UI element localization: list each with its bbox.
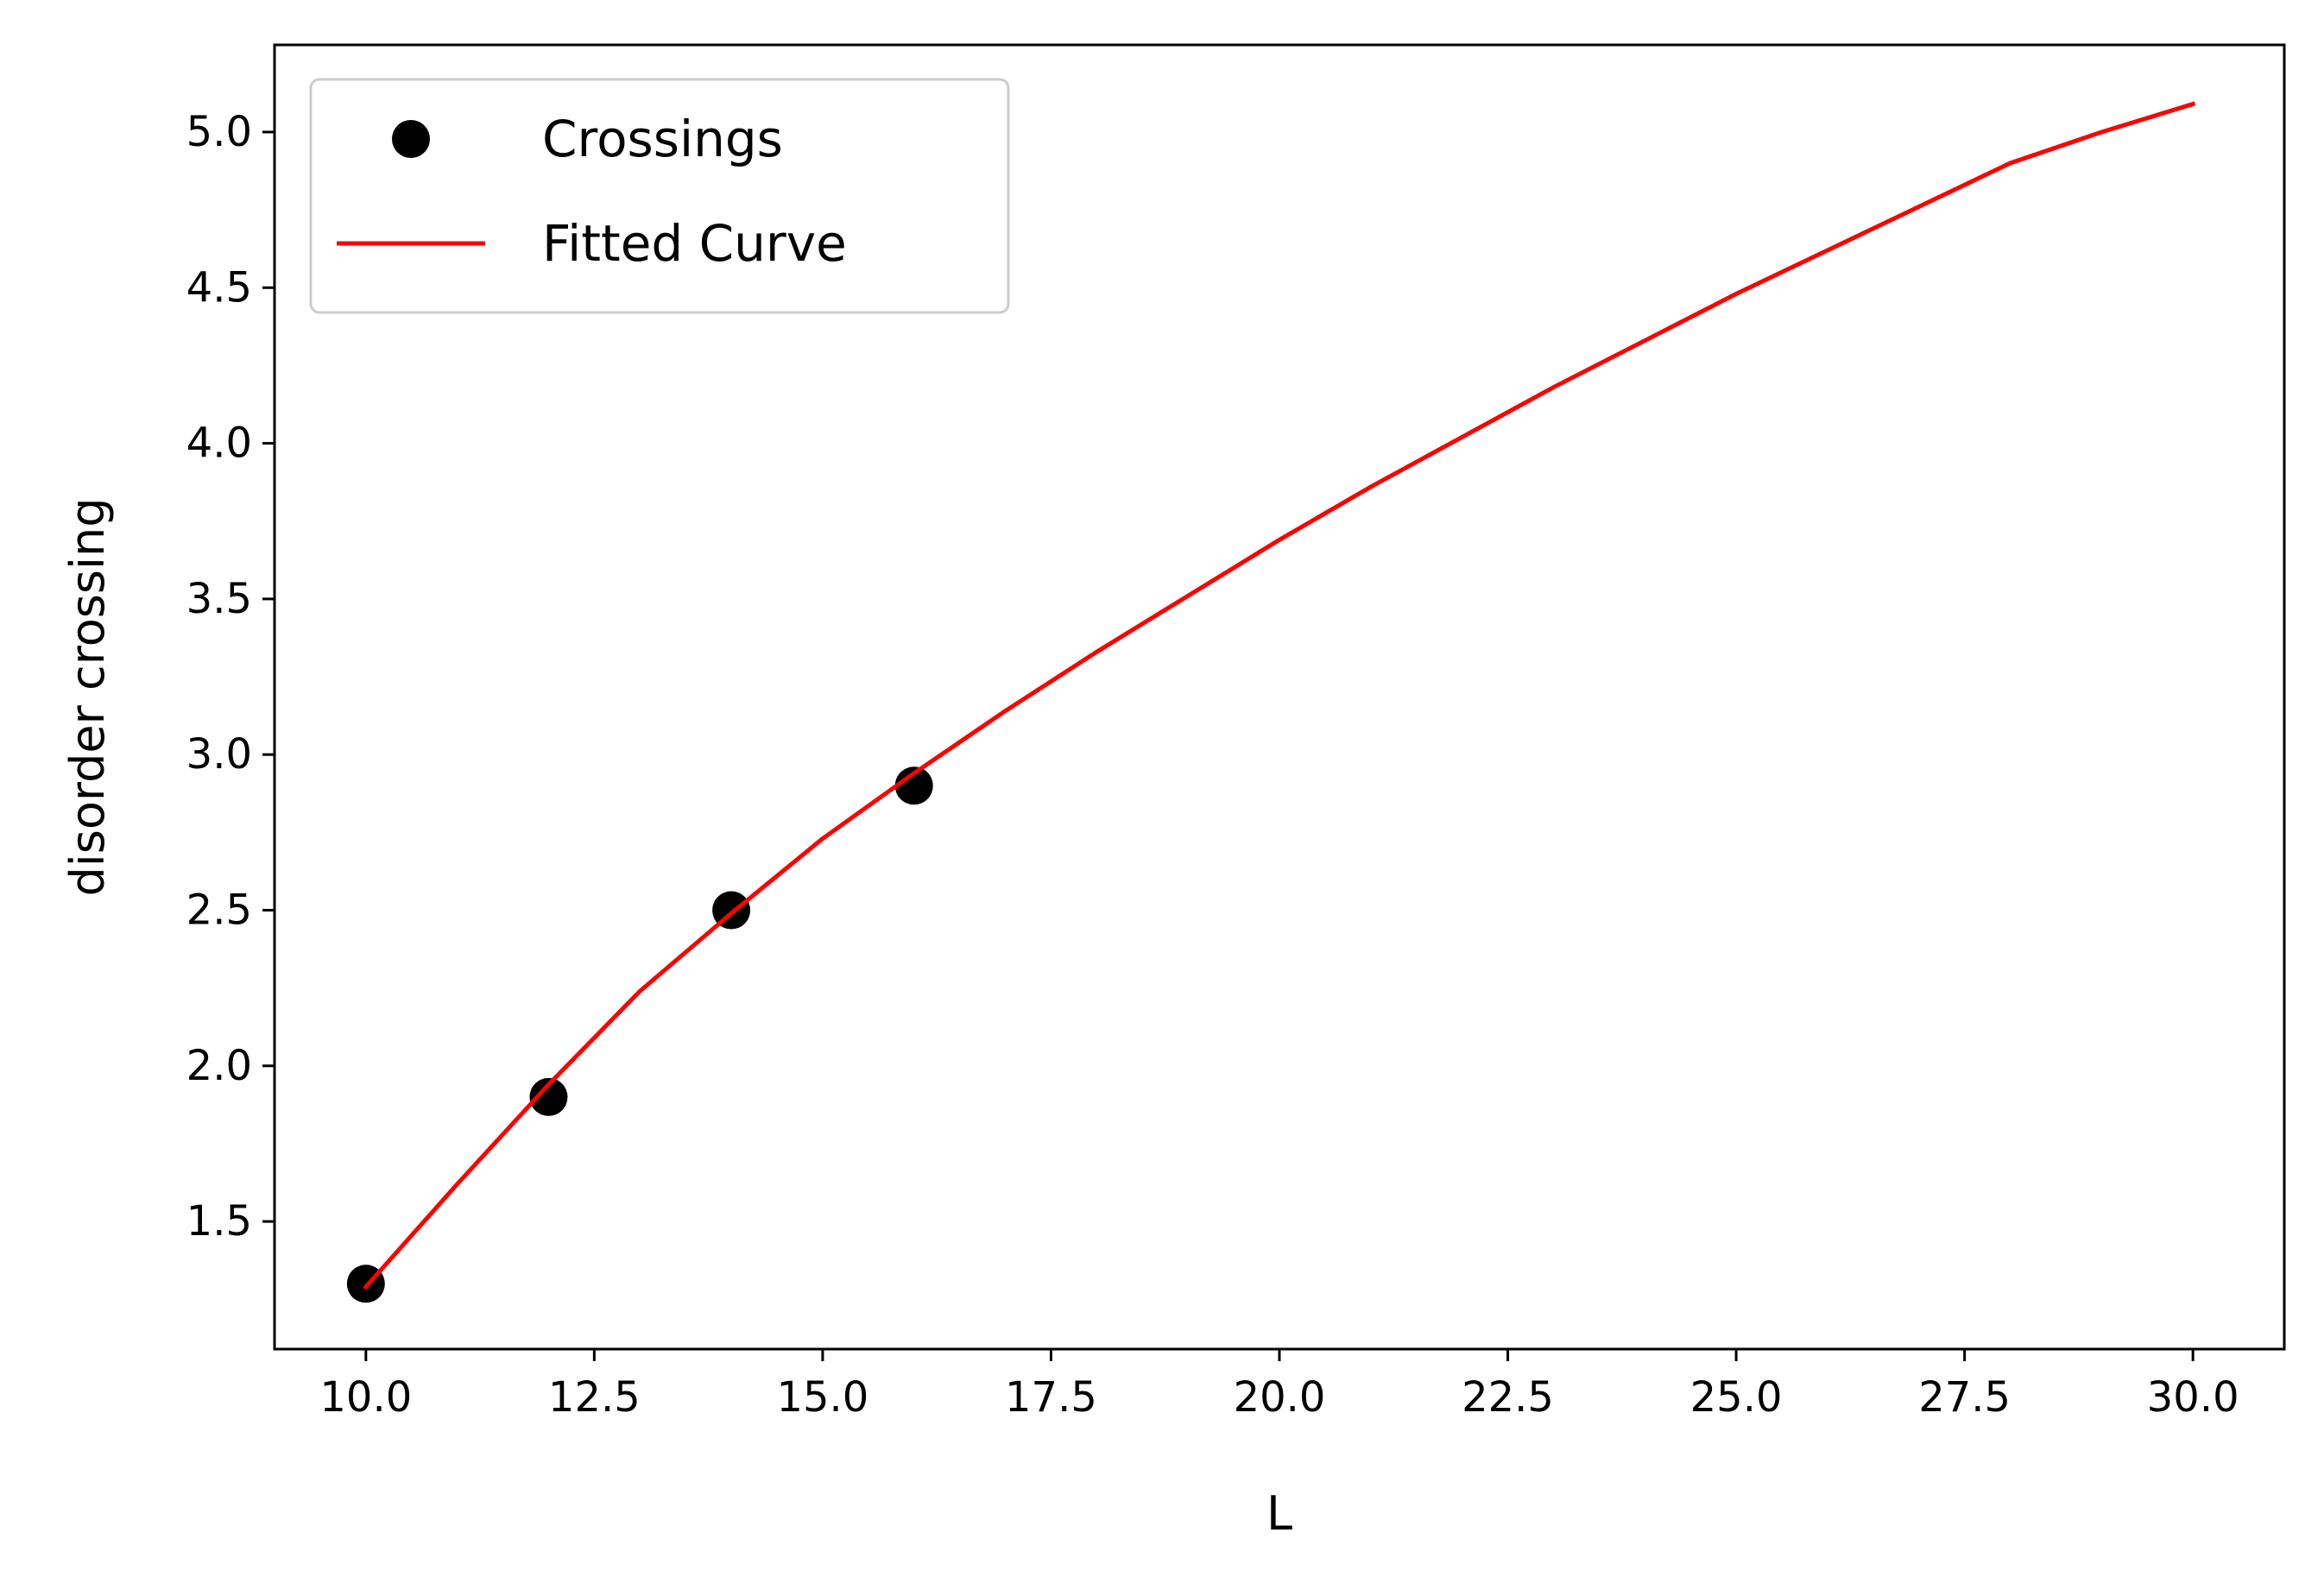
y-tick-label: 3.5 (186, 575, 252, 623)
x-axis-label: L (1266, 1486, 1292, 1541)
x-tick-label: 25.0 (1690, 1373, 1783, 1422)
y-tick-label: 4.0 (186, 419, 252, 468)
y-axis-ticks: 1.5 2.0 2.5 3.0 3.5 4.0 4.5 5.0 (186, 108, 275, 1246)
y-tick-label: 2.5 (186, 886, 252, 935)
y-tick-label: 4.5 (186, 263, 252, 312)
plot-area (346, 101, 2196, 1303)
fitted-curve-line (363, 101, 2196, 1290)
y-tick-label: 5.0 (186, 108, 252, 156)
x-tick-label: 12.5 (548, 1373, 641, 1422)
crossing-point (894, 766, 933, 805)
y-tick-label: 3.0 (186, 730, 252, 779)
legend: Crossings Fitted Curve (309, 78, 1010, 314)
y-tick-label: 2.0 (186, 1042, 252, 1090)
x-tick-label: 27.5 (1918, 1373, 2011, 1422)
x-tick-label: 15.0 (776, 1373, 868, 1422)
x-tick-label: 22.5 (1462, 1373, 1554, 1422)
legend-label-fitted-curve: Fitted Curve (542, 214, 847, 273)
axes-frame (273, 43, 2286, 1351)
legend-label-crossings: Crossings (542, 110, 783, 168)
crossing-point (529, 1077, 568, 1116)
legend-box (309, 78, 1010, 314)
y-tick-label: 1.5 (186, 1197, 252, 1246)
x-tick-label: 20.0 (1234, 1373, 1326, 1422)
x-tick-label: 30.0 (2147, 1373, 2239, 1422)
legend-marker-crossings (392, 120, 430, 158)
x-axis-ticks: 10.0 12.5 15.0 17.5 20.0 22.5 25.0 27.5 30.0 (319, 1349, 2239, 1422)
x-tick-label: 10.0 (319, 1373, 412, 1422)
y-axis-label: disorder crossing (60, 497, 115, 896)
x-tick-label: 17.5 (1005, 1373, 1097, 1422)
